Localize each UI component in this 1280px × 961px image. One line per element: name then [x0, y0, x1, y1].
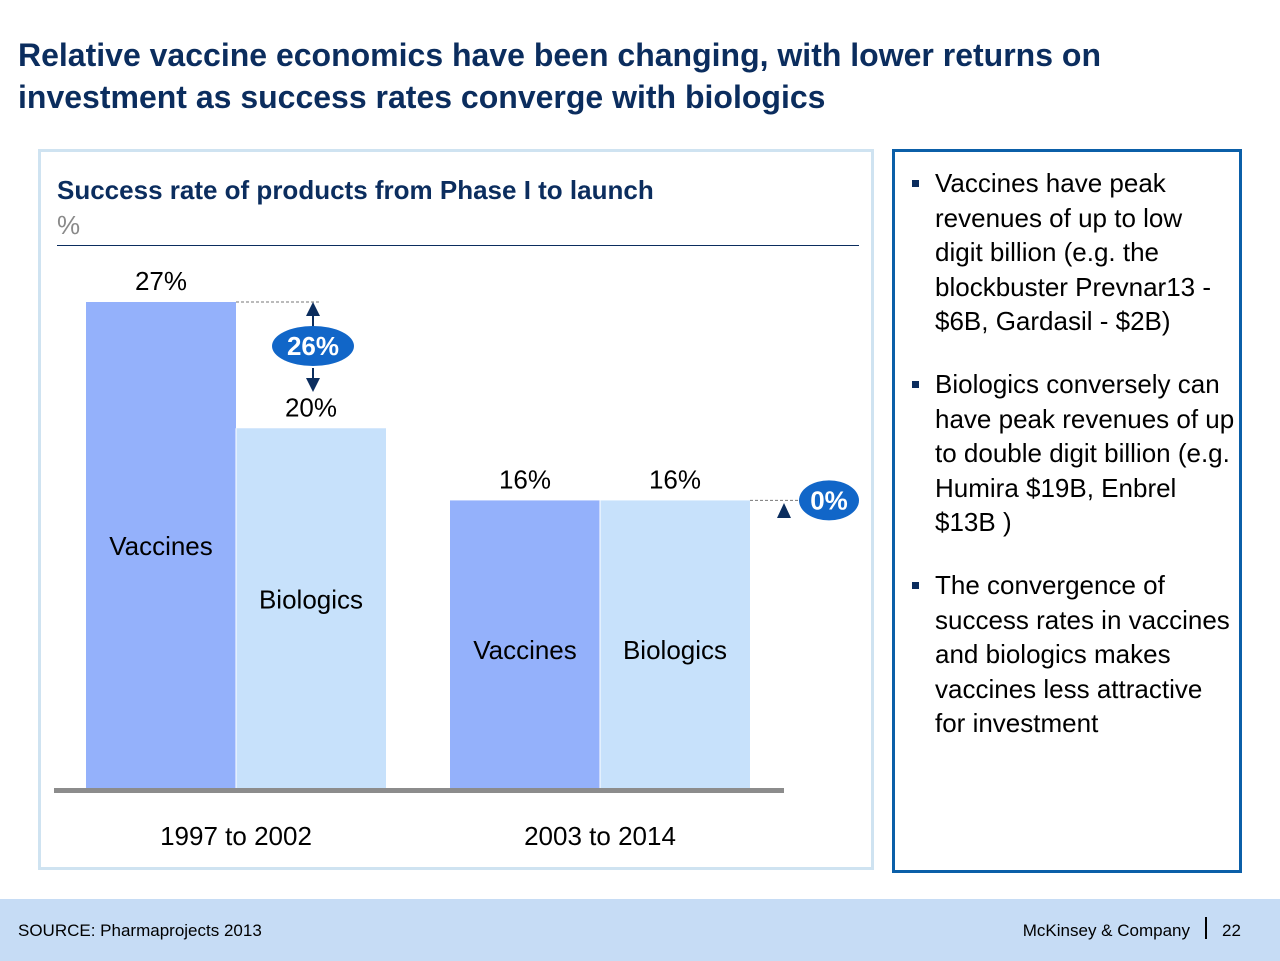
series-label-biologics: Biologics [259, 585, 363, 615]
chart-panel [38, 149, 874, 870]
series-label-vaccines: Vaccines [109, 531, 213, 561]
footer-bar: SOURCE: Pharmaprojects 2013 McKinsey & C… [0, 899, 1280, 961]
x-axis-baseline [54, 788, 784, 793]
bullet-square-icon [912, 581, 919, 589]
page-number: 22 [1222, 921, 1241, 940]
takeaway-item: Vaccines have peak revenues of up to low… [895, 166, 1235, 339]
takeaway-item: The convergence of success rates in vacc… [895, 568, 1235, 741]
bar-biologics-0 [236, 428, 386, 789]
arrow-down-icon [306, 378, 320, 392]
footer-divider [1205, 917, 1207, 939]
bullet-square-icon [912, 380, 919, 388]
bar-vaccines-1 [450, 500, 600, 789]
data-label: 16% [649, 464, 701, 494]
bar-biologics-1 [600, 500, 750, 789]
takeaway-text: Biologics conversely can have peak reven… [935, 368, 1235, 538]
zero-gap-badge-label: 0% [810, 485, 848, 515]
takeaways-list: Vaccines have peak revenues of up to low… [895, 166, 1235, 769]
takeaway-text: The convergence of success rates in vacc… [935, 569, 1230, 739]
gap-badge-label: 26% [287, 331, 339, 361]
zero-gap-badge [799, 480, 859, 521]
chart-title-rule [57, 245, 859, 246]
category-label: 2003 to 2014 [524, 821, 676, 851]
series-label-vaccines: Vaccines [473, 635, 577, 665]
chart-title: Success rate of products from Phase I to… [57, 175, 654, 205]
source-note: SOURCE: Pharmaprojects 2013 [18, 921, 262, 940]
slide-title: Relative vaccine economics have been cha… [18, 37, 1101, 115]
gap-badge [272, 326, 354, 366]
bullet-square-icon [912, 180, 919, 187]
brand-name: McKinsey & Company [1022, 921, 1190, 940]
arrow-up-icon [777, 503, 791, 518]
takeaway-text: Vaccines have peak revenues of up to low… [935, 168, 1212, 337]
category-label: 1997 to 2002 [160, 821, 312, 851]
data-label: 27% [135, 266, 187, 296]
arrow-up-icon [306, 302, 320, 316]
bar-vaccines-0 [86, 302, 236, 789]
success-rate-bar-chart: 27% Vaccines 20% Biologics 1997 to 2002 16% Va… [54, 266, 859, 851]
data-label: 16% [499, 464, 551, 494]
takeaways-panel: Vaccines have peak revenues of up to low… [892, 149, 1242, 873]
chart-unit: % [57, 210, 81, 240]
takeaway-item: Biologics conversely can have peak reven… [895, 367, 1235, 540]
series-label-biologics: Biologics [623, 635, 727, 665]
data-label: 20% [285, 392, 337, 422]
